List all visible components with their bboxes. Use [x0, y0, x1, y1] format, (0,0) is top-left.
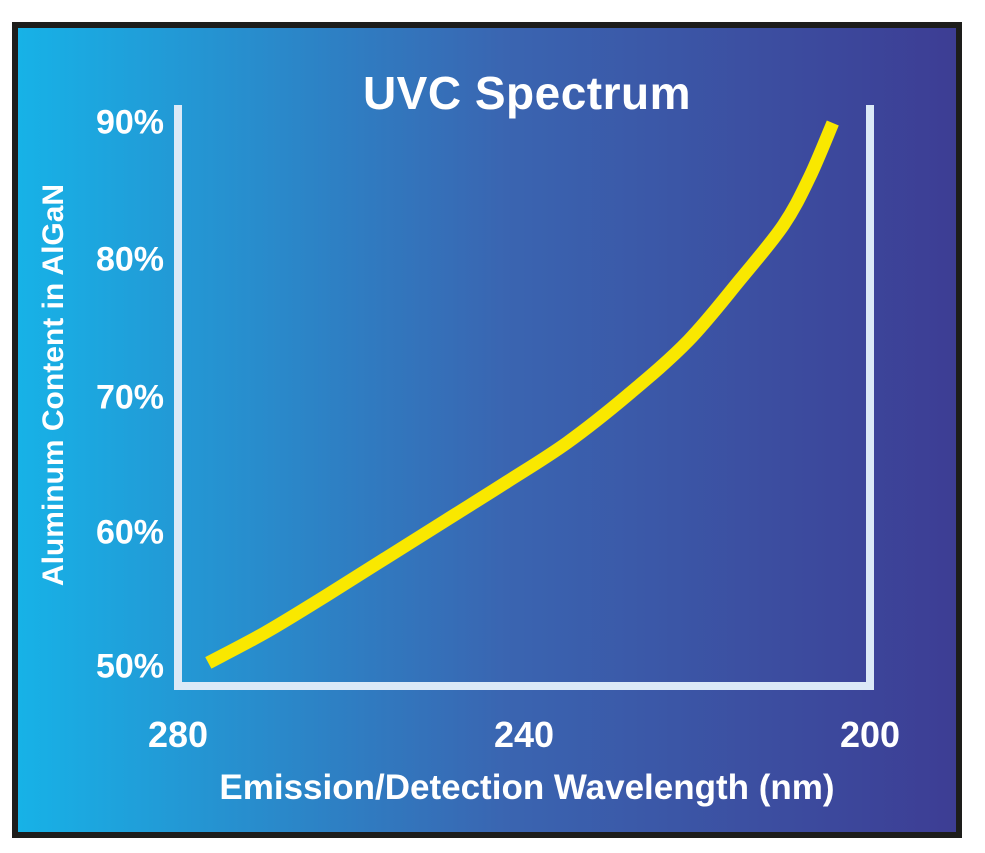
y-tick-80: 80%	[95, 240, 164, 279]
x-tick-200: 200	[839, 714, 901, 755]
x-tick-240: 240	[493, 714, 555, 755]
y-tick-90: 90%	[95, 103, 164, 142]
x-tick-280: 280	[147, 714, 209, 755]
right-axis-line	[866, 105, 874, 690]
chart-title: UVC Spectrum	[362, 67, 692, 119]
x-axis-line	[174, 682, 874, 690]
y-tick-60: 60%	[95, 513, 164, 552]
y-tick-70: 70%	[95, 378, 164, 417]
x-axis-title: Emission/Detection Wavelength (nm)	[219, 768, 835, 807]
y-axis-line	[174, 105, 182, 690]
y-tick-50: 50%	[95, 647, 164, 686]
